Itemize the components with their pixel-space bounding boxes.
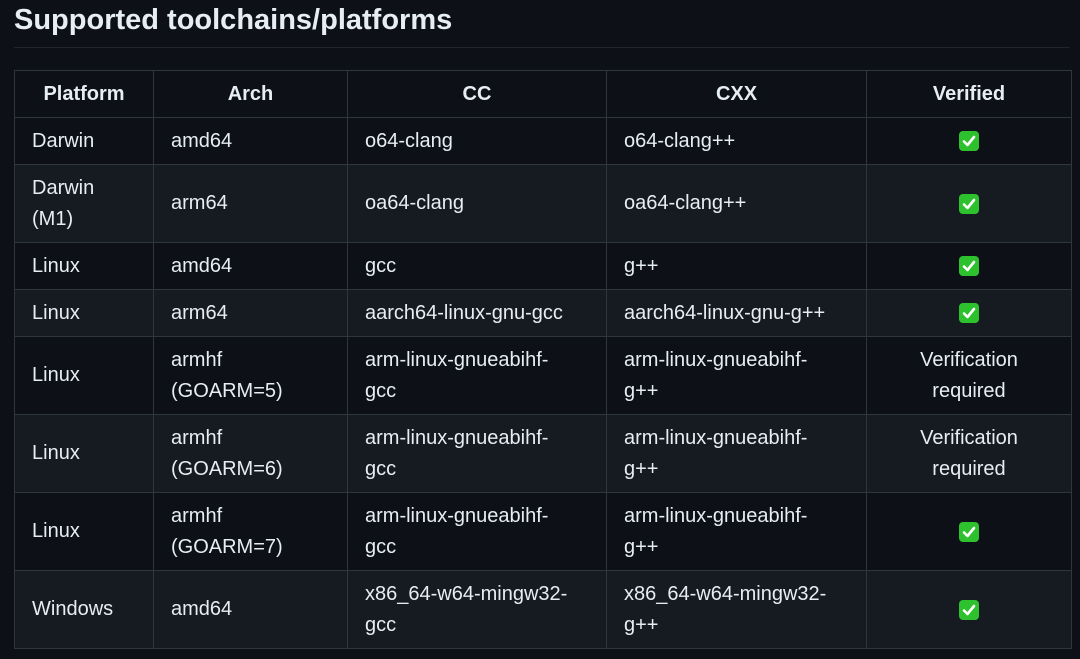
cell-cc: x86_64-w64-mingw32-gcc xyxy=(347,570,607,649)
cell-verified xyxy=(866,492,1072,571)
cell-platform: Linux xyxy=(14,336,154,415)
cell-cxx: o64-clang++ xyxy=(606,117,867,165)
header-platform: Platform xyxy=(14,70,154,118)
table-row: Windows amd64 x86_64-w64-mingw32-gcc x86_64… xyxy=(14,570,1072,649)
cell-cc: aarch64-linux-gnu-gcc xyxy=(347,289,607,337)
cell-verified xyxy=(866,117,1072,165)
cell-arch: armhf (GOARM=7) xyxy=(153,492,348,571)
table-row: Linux arm64 aarch64-linux-gnu-gcc aarch64-l… xyxy=(14,289,1072,337)
cell-platform: Darwin (M1) xyxy=(14,164,154,243)
cell-verified xyxy=(866,570,1072,649)
cell-cc: arm-linux-gnueabihf-gcc xyxy=(347,414,607,493)
table-row: Darwin (M1) arm64 oa64-clang oa64-clang++ xyxy=(14,164,1072,243)
table-row: Darwin amd64 o64-clang o64-clang++ xyxy=(14,117,1072,165)
cell-arch: arm64 xyxy=(153,164,348,243)
cell-arch: amd64 xyxy=(153,570,348,649)
cell-platform: Linux xyxy=(14,492,154,571)
header-cxx: CXX xyxy=(606,70,867,118)
header-arch: Arch xyxy=(153,70,348,118)
cell-arch: arm64 xyxy=(153,289,348,337)
table-row: Linux armhf (GOARM=7) arm-linux-gnueabihf-… xyxy=(14,492,1072,571)
cell-cc: o64-clang xyxy=(347,117,607,165)
cell-cxx: g++ xyxy=(606,242,867,290)
toolchain-table: Platform Arch CC CXX Verified Darwin amd6… xyxy=(14,70,1072,649)
cell-arch: armhf (GOARM=5) xyxy=(153,336,348,415)
cell-cxx: oa64-clang++ xyxy=(606,164,867,243)
cell-arch: amd64 xyxy=(153,242,348,290)
cell-verified xyxy=(866,242,1072,290)
cell-platform: Darwin xyxy=(14,117,154,165)
cell-verified xyxy=(866,289,1072,337)
cell-verified: Verification required xyxy=(866,414,1072,493)
cell-platform: Linux xyxy=(14,242,154,290)
header-verified: Verified xyxy=(866,70,1072,118)
cell-verified xyxy=(866,164,1072,243)
cell-cc: arm-linux-gnueabihf-gcc xyxy=(347,336,607,415)
cell-arch: armhf (GOARM=6) xyxy=(153,414,348,493)
cell-cxx: x86_64-w64-mingw32-g++ xyxy=(606,570,867,649)
check-mark-icon xyxy=(959,131,979,152)
check-mark-icon xyxy=(959,599,979,620)
table-row: Linux amd64 gcc g++ xyxy=(14,242,1072,290)
cell-cc: gcc xyxy=(347,242,607,290)
cell-cxx: arm-linux-gnueabihf-g++ xyxy=(606,336,867,415)
check-mark-icon xyxy=(959,521,979,542)
cell-cxx: aarch64-linux-gnu-g++ xyxy=(606,289,867,337)
check-mark-icon xyxy=(959,193,979,214)
header-cc: CC xyxy=(347,70,607,118)
check-mark-icon xyxy=(959,256,979,277)
heading-divider xyxy=(14,47,1070,48)
cell-platform: Linux xyxy=(14,414,154,493)
table-header-row: Platform Arch CC CXX Verified xyxy=(14,70,1072,118)
table-row: Linux armhf (GOARM=5) arm-linux-gnueabihf-… xyxy=(14,336,1072,415)
cell-cc: arm-linux-gnueabihf-gcc xyxy=(347,492,607,571)
cell-cxx: arm-linux-gnueabihf-g++ xyxy=(606,492,867,571)
check-mark-icon xyxy=(959,303,979,324)
cell-verified: Verification required xyxy=(866,336,1072,415)
cell-platform: Windows xyxy=(14,570,154,649)
cell-arch: amd64 xyxy=(153,117,348,165)
cell-cc: oa64-clang xyxy=(347,164,607,243)
table-row: Linux armhf (GOARM=6) arm-linux-gnueabihf-… xyxy=(14,414,1072,493)
cell-cxx: arm-linux-gnueabihf-g++ xyxy=(606,414,867,493)
section-title: Supported toolchains/platforms xyxy=(14,4,453,36)
cell-platform: Linux xyxy=(14,289,154,337)
